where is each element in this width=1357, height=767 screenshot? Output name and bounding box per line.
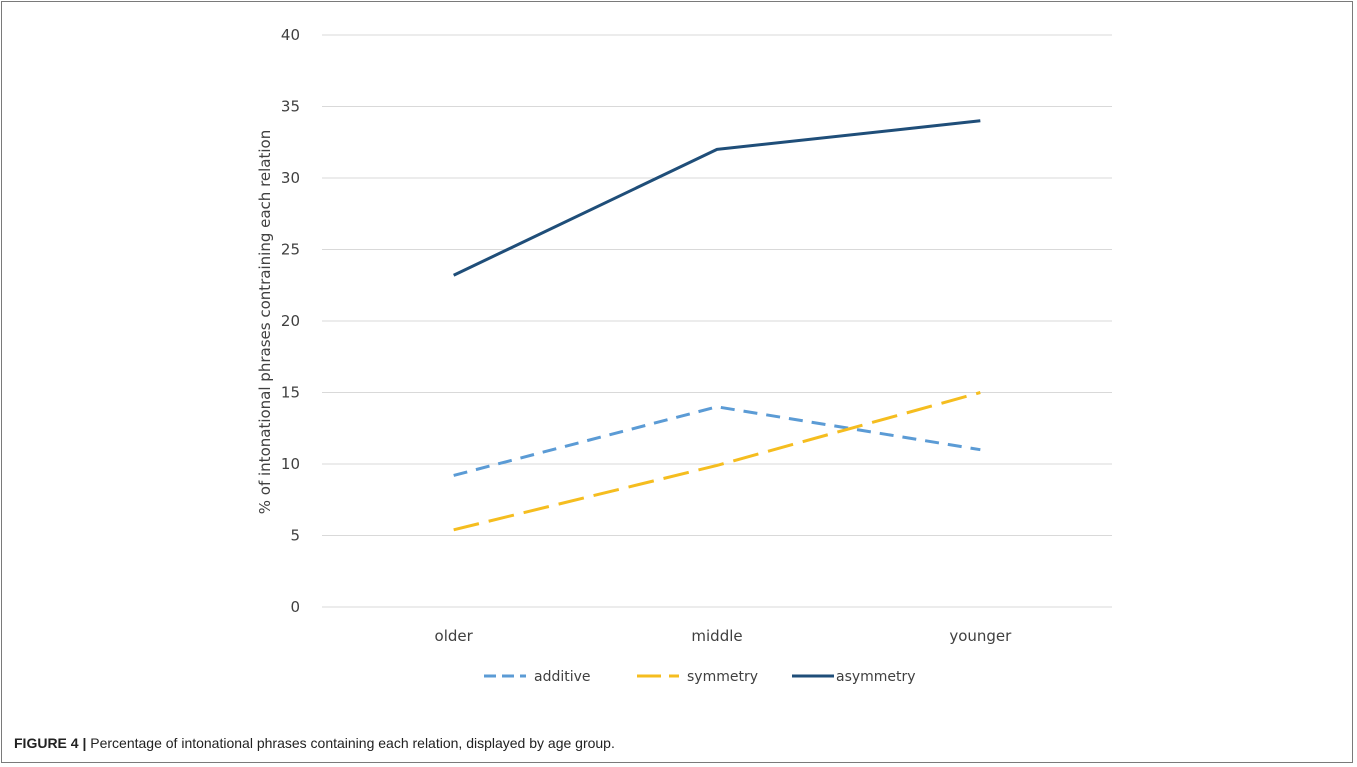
series-line-symmetry (453, 391, 981, 532)
legend-label-symmetry: symmetry (687, 669, 758, 685)
x-tick-labels: older middle younger (435, 627, 1013, 645)
series-line-asymmetry (453, 119, 981, 277)
legend: additive symmetry asymmetry (484, 669, 916, 685)
y-tick-label: 5 (290, 527, 300, 545)
y-tick-label: 40 (281, 26, 300, 44)
y-tick-label: 25 (281, 241, 300, 259)
x-tick-label: younger (949, 627, 1012, 645)
x-tick-label: middle (691, 627, 742, 645)
y-axis-title: % of intonational phrases contraining ea… (256, 130, 274, 514)
y-tick-label: 20 (281, 312, 300, 330)
y-tick-label: 15 (281, 384, 300, 402)
y-tick-labels: 0 5 10 15 20 25 30 35 40 (281, 26, 300, 616)
legend-label-additive: additive (534, 669, 591, 685)
legend-label-asymmetry: asymmetry (836, 669, 916, 685)
y-tick-label: 10 (281, 455, 300, 473)
y-tick-label: 30 (281, 169, 300, 187)
series-line-additive (453, 405, 981, 477)
series-lines (453, 119, 981, 532)
x-tick-label: older (435, 627, 474, 645)
figure-caption: FIGURE 4 | Percentage of intonational ph… (14, 735, 615, 751)
y-tick-label: 35 (281, 98, 300, 116)
figure-label: FIGURE 4 | (14, 735, 87, 751)
gridlines (322, 34, 1112, 608)
y-tick-label: 0 (290, 598, 300, 616)
figure-caption-text: Percentage of intonational phrases conta… (90, 735, 615, 751)
